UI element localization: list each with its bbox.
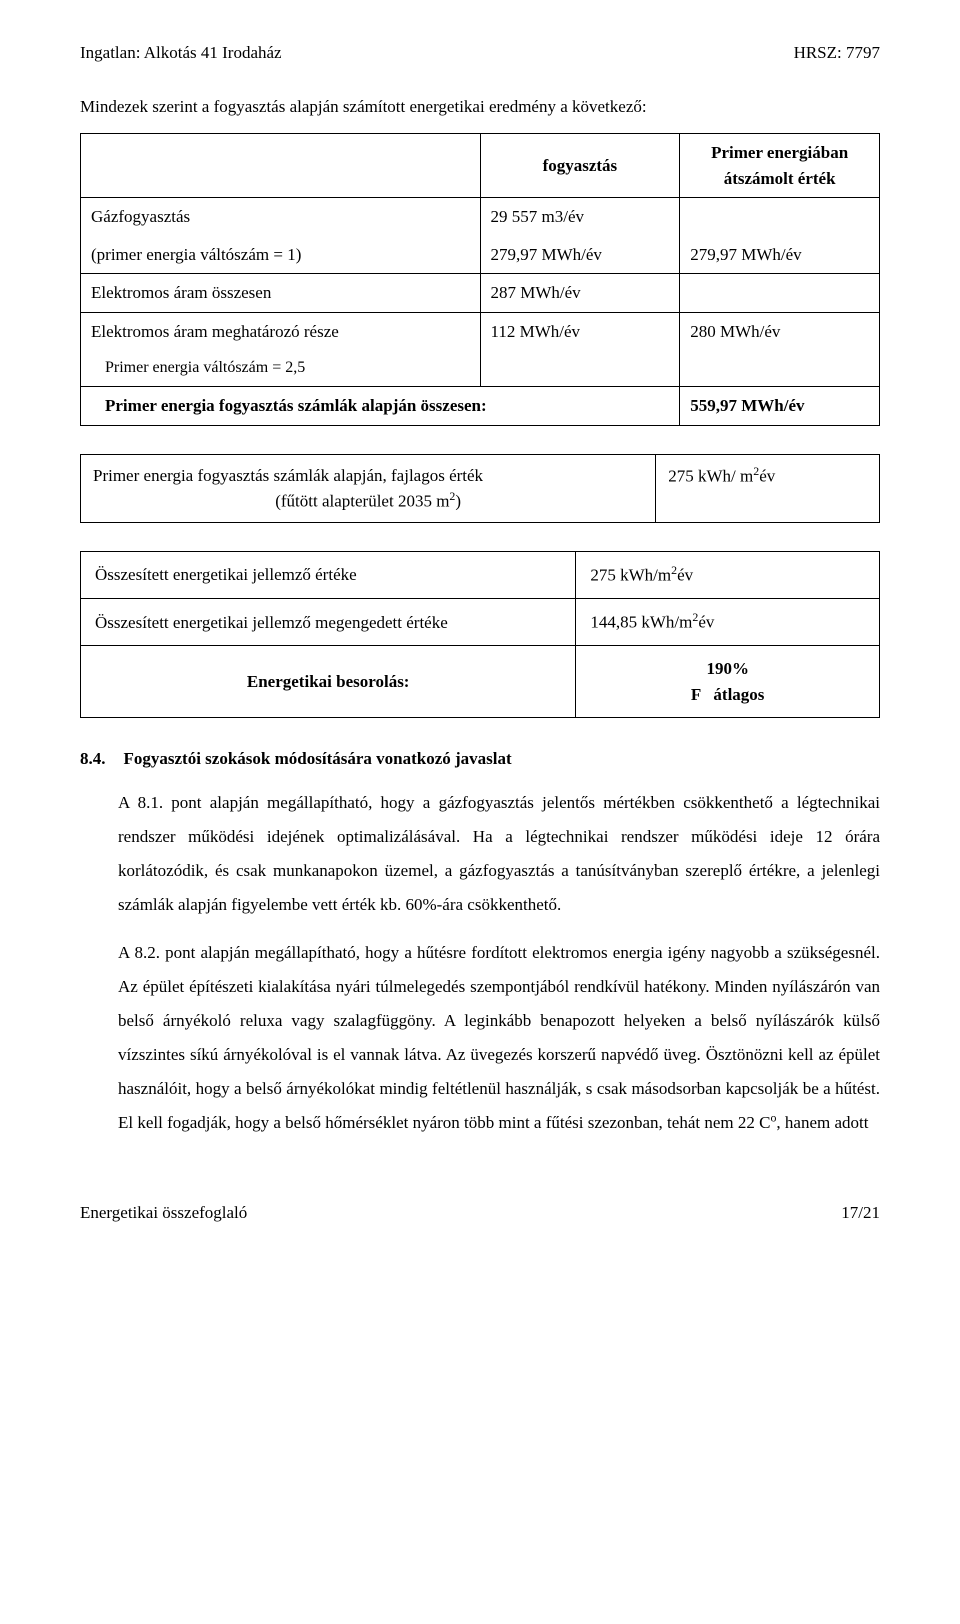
gas-label: Gázfogyasztás bbox=[81, 198, 481, 236]
specific-label: Primer energia fogyasztás számlák alapjá… bbox=[93, 463, 643, 489]
paragraph-1: A 8.1. pont alapján megállapítható, hogy… bbox=[118, 786, 880, 922]
summary-row2-label: Összesített energetikai jellemző megenge… bbox=[81, 599, 576, 646]
page-footer: Energetikai összefoglaló 17/21 bbox=[80, 1200, 880, 1226]
classification-grade: F átlagos bbox=[590, 682, 865, 708]
section-num: 8.4. bbox=[80, 746, 106, 772]
header-left: Ingatlan: Alkotás 41 Irodaház bbox=[80, 40, 282, 66]
sum-label: Primer energia fogyasztás számlák alapjá… bbox=[81, 387, 680, 426]
specific-sub: (fűtött alapterület 2035 m2) bbox=[93, 488, 643, 514]
section-title-text: Fogyasztói szokások módosítására vonatko… bbox=[124, 746, 512, 772]
primer25-label: Primer energia váltószám = 2,5 bbox=[81, 350, 481, 387]
primer1-val: 279,97 MWh/év bbox=[480, 236, 680, 274]
summary-row1-label: Összesített energetikai jellemző értéke bbox=[81, 552, 576, 599]
header-right: HRSZ: 7797 bbox=[794, 40, 880, 66]
classification-value: 190% F átlagos bbox=[576, 646, 880, 718]
footer-right: 17/21 bbox=[841, 1200, 880, 1226]
footer-left: Energetikai összefoglaló bbox=[80, 1200, 247, 1226]
page-header: Ingatlan: Alkotás 41 Irodaház HRSZ: 7797 bbox=[80, 40, 880, 66]
sum-val: 559,97 MWh/év bbox=[680, 387, 880, 426]
classification-pct: 190% bbox=[590, 656, 865, 682]
gas-val: 29 557 m3/év bbox=[480, 198, 680, 236]
specific-val: 275 kWh/ m2év bbox=[656, 454, 880, 523]
intro-text: Mindezek szerint a fogyasztás alapján sz… bbox=[80, 94, 880, 120]
summary-row1-val: 275 kWh/m2év bbox=[576, 552, 880, 599]
primer1-label: (primer energia váltószám = 1) bbox=[81, 236, 481, 274]
classification-label: Energetikai besorolás: bbox=[81, 646, 576, 718]
specific-value-table: Primer energia fogyasztás számlák alapjá… bbox=[80, 454, 880, 524]
table-header-empty bbox=[81, 134, 481, 198]
table-header-primer: Primer energiában átszámolt érték bbox=[680, 134, 880, 198]
elec-det-val: 112 MWh/év bbox=[480, 312, 680, 387]
summary-row2-val: 144,85 kWh/m2év bbox=[576, 599, 880, 646]
summary-table: Összesített energetikai jellemző értéke … bbox=[80, 551, 880, 718]
section-heading: 8.4. Fogyasztói szokások módosítására vo… bbox=[80, 746, 880, 772]
table-header-consumption: fogyasztás bbox=[480, 134, 680, 198]
paragraph-2: A 8.2. pont alapján megállapítható, hogy… bbox=[118, 936, 880, 1140]
elec-total-val: 287 MWh/év bbox=[480, 274, 680, 313]
gas-primer-result: 279,97 MWh/év bbox=[680, 198, 880, 274]
elec-total-label: Elektromos áram összesen bbox=[81, 274, 481, 313]
consumption-table: fogyasztás Primer energiában átszámolt é… bbox=[80, 133, 880, 426]
elec-det-result: 280 MWh/év bbox=[680, 312, 880, 387]
elec-total-result bbox=[680, 274, 880, 313]
elec-det-label: Elektromos áram meghatározó része bbox=[81, 312, 481, 350]
